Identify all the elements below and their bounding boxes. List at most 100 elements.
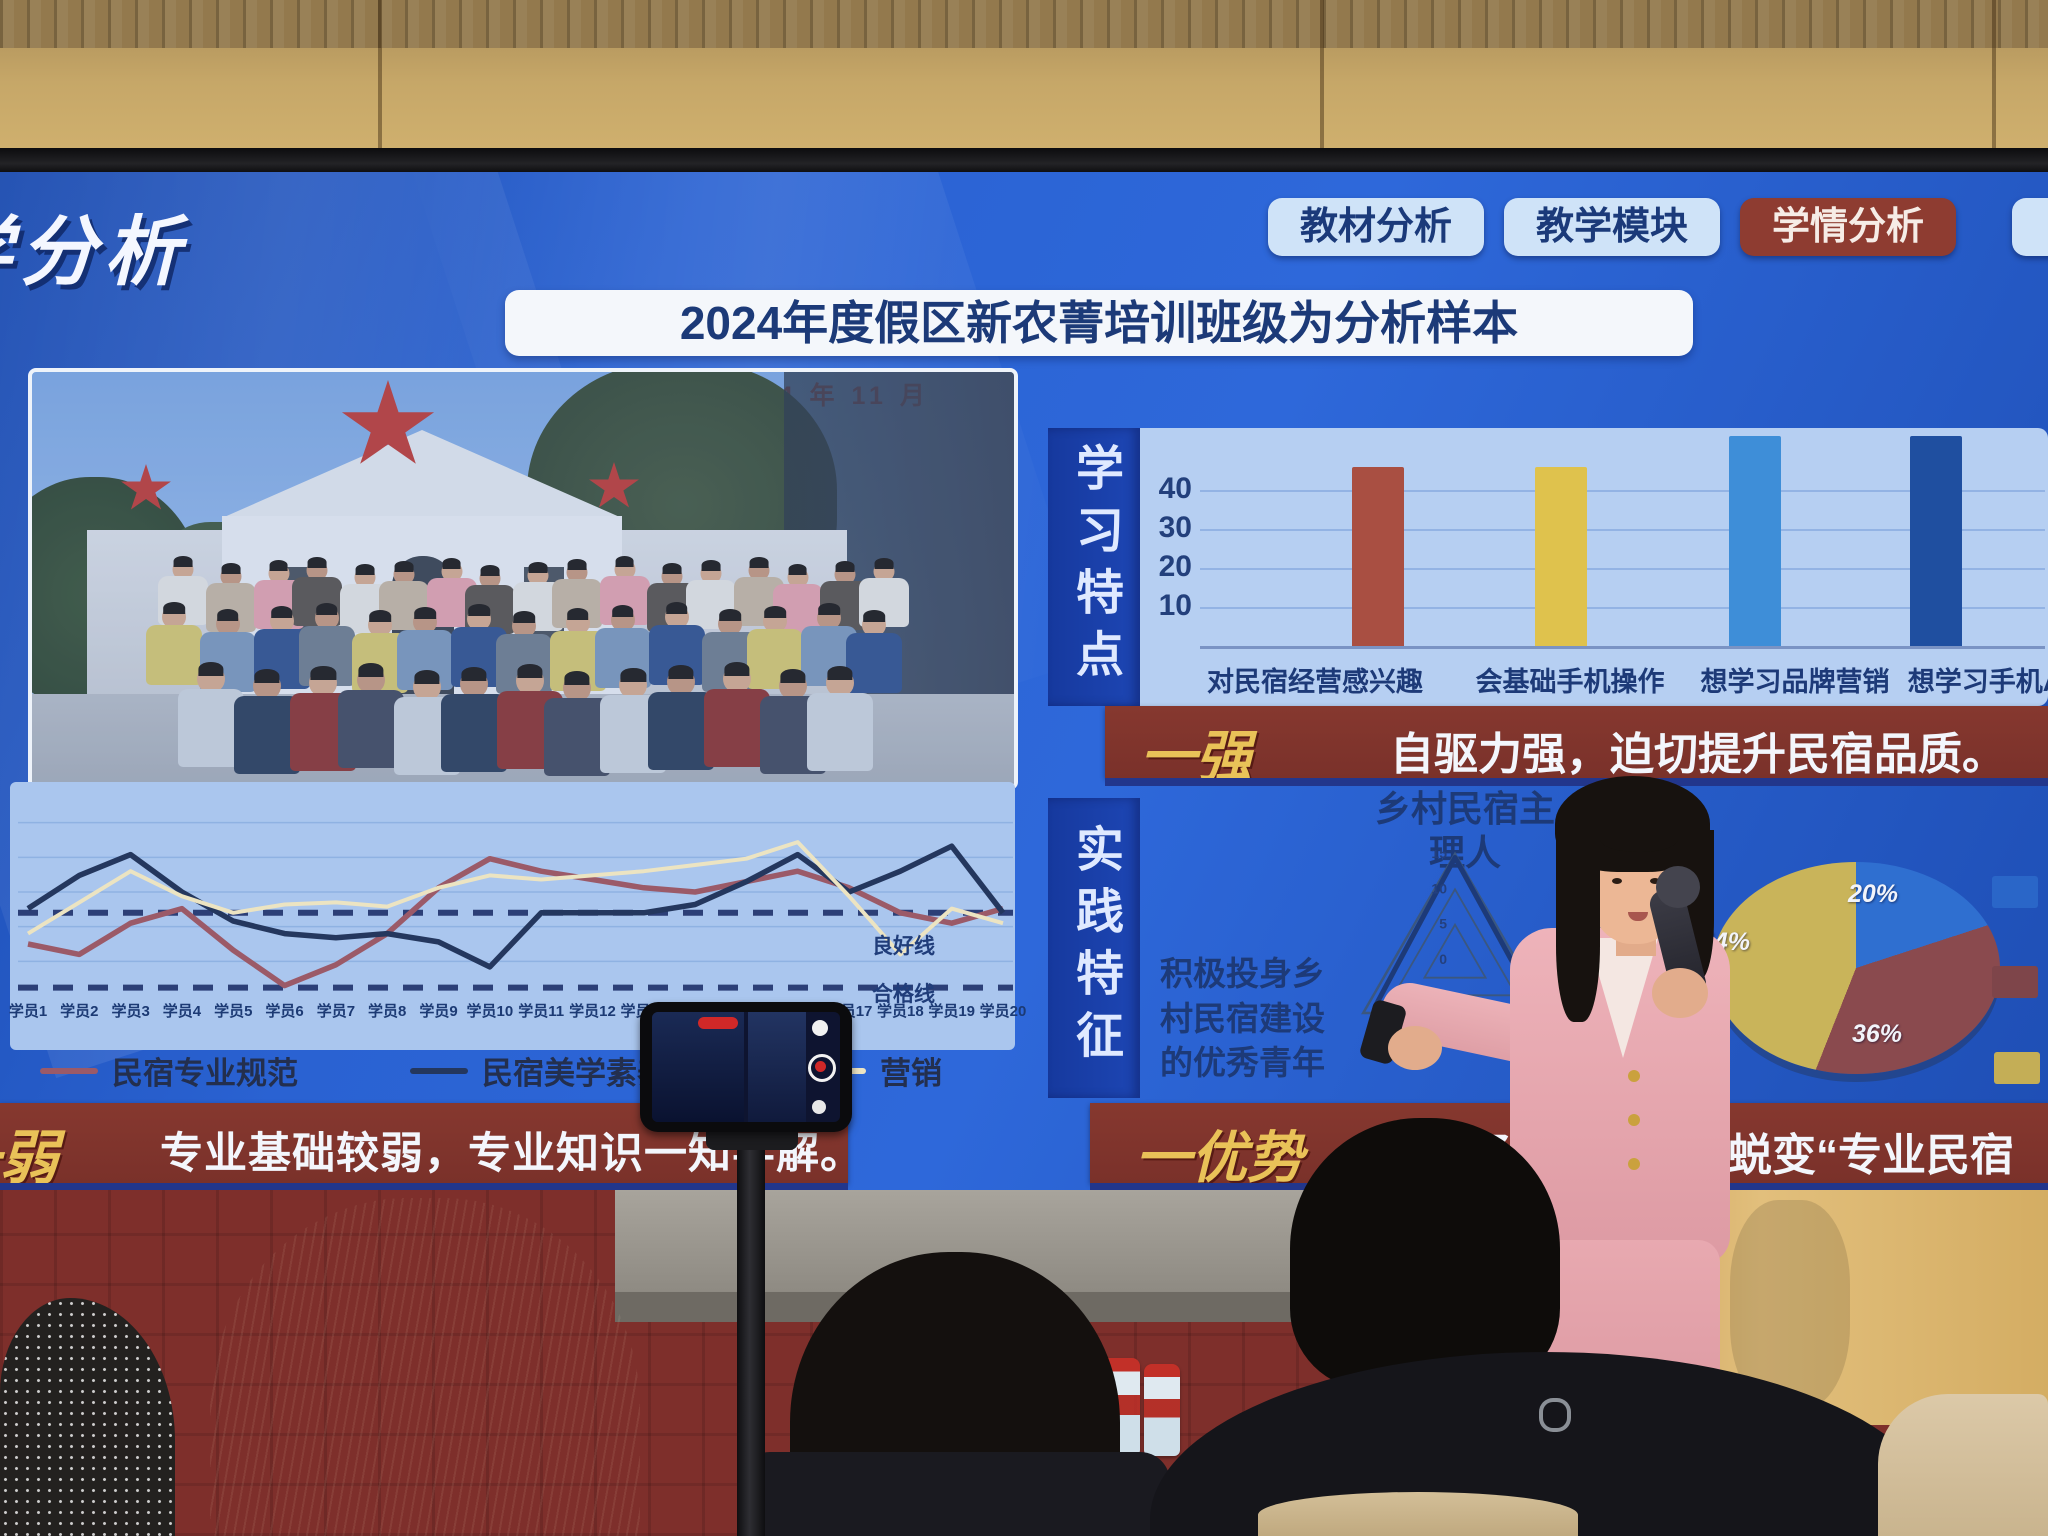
presenter-bangs [1600, 826, 1678, 852]
water-bottle [1144, 1364, 1180, 1456]
x-axis-label: 学员5 [214, 1003, 253, 1020]
gridline [1200, 490, 2045, 493]
person-hair [461, 667, 487, 681]
nav-tab-1: 教材分析 [1268, 198, 1485, 256]
legend-line-icon [40, 1067, 98, 1074]
recording-indicator [698, 1017, 738, 1029]
advantage-tag: 一优势 [1135, 1126, 1303, 1189]
presenter-mouth [1628, 912, 1648, 921]
presenter-hair-side [1556, 832, 1600, 1022]
blazer-button [1628, 1070, 1640, 1082]
y-tick-label: 20 [1158, 550, 1192, 584]
wall-seam [378, 0, 382, 150]
phone-ui-button [812, 1100, 826, 1114]
section-ribbon-practice: 实践特征 [1048, 798, 1140, 1098]
radar-axis-label-top2: 理人 [1428, 832, 1501, 873]
bar-chart-panel: 10 20 30 40 对民宿经营感兴趣 会基础手机操作 想学习品牌营销 想学习手机A [1140, 428, 2048, 706]
slide-title: 2024年度假区新农菁培训班级为分析样本 [505, 290, 1693, 356]
advantage-text-right: 蜕变“专业民宿 [1728, 1131, 2014, 1180]
person [703, 662, 770, 767]
microphone-head [1656, 866, 1700, 908]
pie-legend-swatch-yellow [1994, 1052, 2040, 1084]
person-hair [615, 556, 634, 567]
wall-seam [1992, 0, 1996, 150]
person-torso [647, 692, 714, 770]
audience-man-shoulders [740, 1452, 1170, 1536]
person-hair [414, 670, 440, 684]
line-chart: 良好线 合格线 学员1 学员2 学员3 学员4 学员5 学员6 学员7 学员8 学员9 学员10 学… [8, 782, 1026, 1050]
bar-category-label: 想学习手机A [1907, 667, 2048, 697]
record-button-dot [815, 1061, 826, 1072]
person-hair [620, 668, 646, 682]
svg-text:5: 5 [1439, 916, 1447, 932]
pie-chart [1712, 862, 2000, 1074]
svg-text:0: 0 [1439, 951, 1447, 967]
x-axis-label: 学员7 [316, 1003, 356, 1020]
person-torso [544, 698, 611, 776]
person-hair [724, 662, 750, 676]
person-hair [874, 558, 894, 569]
person [146, 602, 202, 685]
svg-text:10: 10 [1431, 880, 1447, 896]
person-hair [269, 560, 288, 571]
reference-line-label: 合格线 [872, 983, 935, 1006]
legend-line-icon [410, 1067, 468, 1074]
bar [1729, 435, 1781, 646]
line-chart-plot [18, 821, 1013, 991]
x-axis-label: 学员11 [518, 1003, 565, 1020]
x-axis-label: 学员18 [877, 1003, 924, 1020]
svg-text:15: 15 [1431, 850, 1447, 861]
banner-underline [0, 1183, 848, 1190]
nav-tab-3: 学情分析 [1740, 198, 1957, 256]
person-hair [780, 669, 806, 683]
person-hair [701, 560, 721, 571]
x-axis-label: 学员4 [162, 1003, 202, 1020]
chart-legend: 民宿专业规范 民宿美学素养 营销 [40, 1048, 1020, 1094]
person-hair [198, 662, 224, 676]
legend-label: 民宿美学素养 [482, 1056, 668, 1091]
person-hair [394, 561, 414, 572]
person-hair [217, 609, 239, 621]
person [234, 669, 301, 774]
blazer-button [1628, 1114, 1640, 1126]
person-hair [254, 669, 280, 683]
person-torso [234, 696, 301, 774]
person-hair [567, 559, 587, 570]
person [544, 671, 611, 776]
person-hair [221, 563, 241, 574]
pie-legend-swatch-maroon [1992, 966, 2038, 998]
bar [1535, 466, 1587, 646]
person [846, 610, 902, 693]
person-hair [414, 607, 437, 619]
person-hair [662, 563, 682, 574]
person [337, 663, 404, 768]
bar [1352, 466, 1404, 646]
x-axis-label: 学员10 [466, 1003, 514, 1020]
person-hair [863, 610, 885, 622]
weakness-tag: 一弱 [0, 1126, 59, 1190]
bar-category-label: 想学习品牌营销 [1700, 667, 1890, 697]
person [647, 665, 714, 770]
x-axis-label: 学员6 [265, 1003, 304, 1020]
audience-woman-hair [210, 1198, 640, 1536]
person-hair [611, 605, 634, 617]
person [733, 557, 784, 626]
slide-heading-partial: 学分析 [0, 210, 188, 295]
radar-axis-label-left: 积极投身乡 村民宿建设 的优秀青年 [1160, 955, 1325, 1082]
person-torso [337, 690, 404, 768]
tripod-pole [737, 1128, 765, 1536]
radar-axis-label-top: 乡村民宿主 [1374, 788, 1555, 829]
person-torso [440, 694, 507, 772]
presenter-eye [1612, 878, 1622, 884]
crowd [32, 372, 1014, 786]
x-axis-label: 学员3 [111, 1003, 150, 1020]
nav-tab-2: 教学模块 [1504, 198, 1721, 256]
x-axis-label: 学员9 [419, 1003, 458, 1020]
phone-screen [652, 1012, 840, 1122]
person-hair [827, 666, 853, 680]
presenter-hand [1388, 1026, 1442, 1070]
x-axis-label: 学员1 [8, 1003, 48, 1020]
person-hair [355, 564, 375, 575]
phone-ui-button [812, 1020, 828, 1036]
